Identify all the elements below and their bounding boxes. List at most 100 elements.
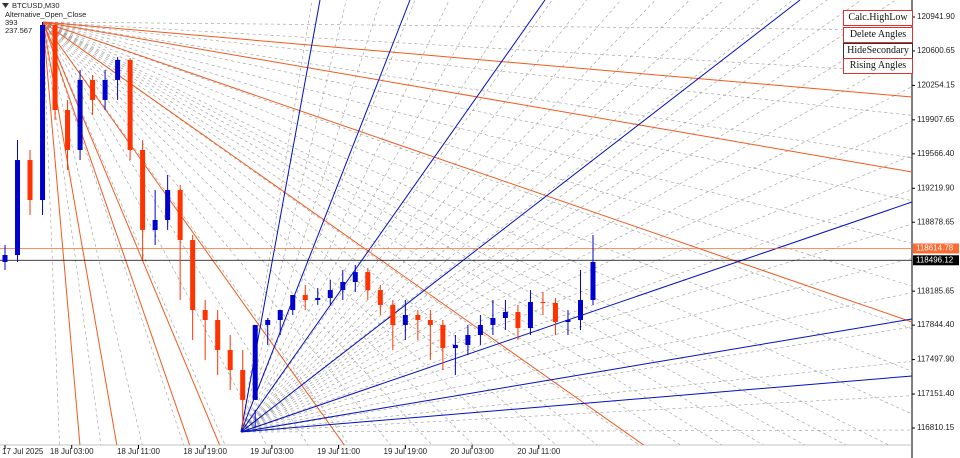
indicator-name: Alternative_Open_Close	[5, 10, 87, 19]
secondary-angle	[42, 21, 912, 372]
angle-lines	[42, 0, 912, 445]
candles	[0, 21, 912, 429]
y-tick-label: 116810.15	[917, 423, 955, 432]
falling-angle	[42, 21, 912, 173]
candle-body	[15, 160, 21, 256]
secondary-angle	[240, 0, 828, 433]
candle-body	[265, 319, 271, 325]
secondary-angle	[240, 292, 912, 433]
y-tick-label: 120254.15	[917, 81, 955, 90]
y-tick-label: 120600.65	[917, 46, 955, 55]
candle-body	[452, 344, 458, 349]
falling-angle	[42, 21, 645, 445]
secondary-angle	[240, 155, 912, 433]
axis-labels: 120941.90 120600.65 120254.15 119907.65 1195…	[2, 12, 959, 456]
secondary-angle	[42, 21, 474, 445]
y-tick-label: 117151.40	[917, 389, 955, 398]
secondary-angle	[42, 21, 723, 445]
secondary-angle	[42, 21, 912, 116]
x-tick-label: 18 Jul 19:00	[183, 447, 227, 456]
secondary-angle	[240, 361, 912, 433]
falling-angle	[42, 21, 345, 445]
x-tick-label: 18 Jul 11:00	[117, 447, 161, 456]
candle-body	[227, 350, 233, 371]
candle-body	[177, 189, 183, 241]
secondary-angle	[240, 395, 912, 433]
candle-body	[2, 255, 8, 262]
secondary-angle	[42, 21, 912, 73]
secondary-angle	[240, 0, 381, 433]
candle-body	[290, 295, 296, 311]
x-tick-label: 19 Jul 03:00	[250, 447, 294, 456]
y-tick-label: 118878.65	[917, 217, 955, 226]
candle-body	[40, 24, 46, 201]
falling-angle	[42, 21, 912, 323]
candle-body	[365, 272, 371, 291]
secondary-angle	[240, 0, 484, 433]
candle-body	[252, 324, 258, 400]
rising-angle	[240, 0, 411, 433]
secondary-angle	[42, 21, 847, 445]
falling-angle	[42, 21, 912, 98]
candle-body	[127, 59, 133, 150]
candle-body	[77, 79, 83, 150]
y-tick-label: 119566.40	[917, 149, 955, 158]
price-label: 118496.12	[916, 255, 954, 264]
button[interactable]: Calc.HighLow	[843, 10, 913, 26]
secondary-angle	[42, 21, 912, 31]
secondary-angle	[42, 21, 516, 445]
secondary-angle	[42, 21, 226, 445]
candle-body	[90, 79, 96, 100]
y-tick-label: 119219.90	[917, 183, 955, 192]
candle-body	[465, 335, 471, 345]
candle-body	[590, 261, 596, 300]
secondary-angle	[240, 429, 912, 433]
collapse-icon[interactable]	[2, 3, 9, 8]
candle-body	[552, 302, 558, 322]
y-tick-label: 117844.40	[917, 320, 955, 329]
candle-body	[202, 310, 208, 320]
secondary-angle	[240, 0, 519, 433]
candle-body	[27, 160, 33, 201]
candle-body	[327, 290, 333, 298]
candle-body	[490, 317, 496, 325]
candle-body	[115, 59, 121, 80]
secondary-angle	[42, 21, 912, 329]
x-tick-label: 19 Jul 11:00	[317, 447, 361, 456]
candle-body	[315, 297, 321, 300]
secondary-angle	[42, 21, 912, 244]
button[interactable]: Delete Angles	[843, 27, 913, 43]
secondary-angle	[240, 0, 656, 433]
indicator-value: 237.567	[5, 26, 33, 35]
secondary-angle	[240, 17, 912, 433]
secondary-angle	[240, 0, 553, 433]
secondary-angle	[240, 0, 862, 433]
candle-body	[352, 272, 358, 282]
rising-angle	[240, 0, 801, 433]
secondary-angle	[42, 21, 60, 445]
price-label: 118614.78	[916, 244, 954, 253]
secondary-angle	[42, 21, 143, 445]
button[interactable]: HideSecondary	[843, 43, 913, 59]
secondary-angle	[42, 21, 392, 445]
falling-angle	[42, 21, 191, 445]
candle-body	[502, 312, 508, 318]
candle-body	[277, 310, 283, 320]
button[interactable]: Rising Angles	[843, 58, 913, 74]
x-tick-label: 18 Jul 03:00	[50, 447, 94, 456]
secondary-angle	[240, 189, 912, 433]
x-tick-label: 17 Jul 2025	[2, 447, 44, 456]
secondary-angle	[240, 0, 416, 433]
candle-body	[477, 324, 483, 336]
secondary-angle	[42, 21, 890, 445]
rising-angle	[240, 375, 912, 433]
candle-body	[240, 370, 246, 400]
candle-body	[152, 220, 158, 230]
candle-body	[402, 315, 408, 325]
secondary-angle	[240, 0, 759, 433]
secondary-angle	[42, 21, 912, 415]
secondary-angle	[240, 326, 912, 433]
candle-body	[190, 240, 196, 311]
